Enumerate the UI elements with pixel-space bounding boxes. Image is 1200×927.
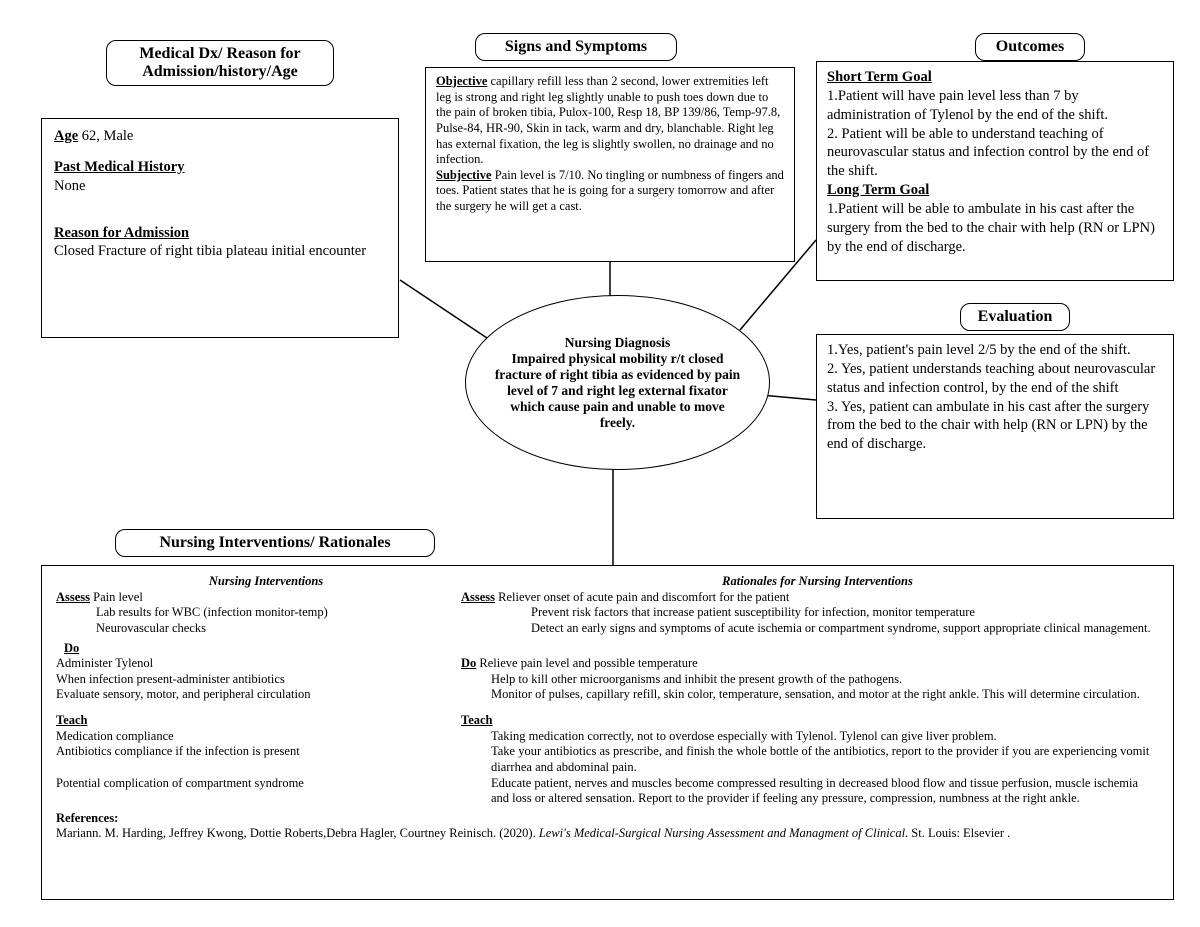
long-term-label: Long Term Goal <box>827 181 1163 200</box>
eval-1: 1.Yes, patient's pain level 2/5 by the e… <box>827 341 1163 360</box>
pmh-value: None <box>54 177 386 196</box>
teach-r2: Take your antibiotics as prescribe, and … <box>461 744 1159 775</box>
do-r2: Help to kill other microorganisms and in… <box>461 672 1159 688</box>
patient-box: Age 62, Male Past Medical History None R… <box>41 118 399 338</box>
header-signs: Signs and Symptoms <box>475 33 677 61</box>
diagnosis-text: Impaired physical mobility r/t closed fr… <box>494 351 741 431</box>
header-outcomes: Outcomes <box>975 33 1085 61</box>
assess-i1: Pain level <box>90 590 143 604</box>
interventions-box: Nursing Interventions Rationales for Nur… <box>41 565 1174 900</box>
signs-box: Objective capillary refill less than 2 s… <box>425 67 795 262</box>
references-label: References: <box>56 811 1159 827</box>
teach-i1: Medication compliance <box>56 729 461 745</box>
assess-r3: Detect an early signs and symptoms of ac… <box>501 621 1159 637</box>
short-term-2: 2. Patient will be able to understand te… <box>827 125 1163 182</box>
interventions-col-title: Nursing Interventions <box>56 574 476 590</box>
eval-3: 3. Yes, patient can ambulate in his cast… <box>827 398 1163 455</box>
header-evaluation: Evaluation <box>960 303 1070 331</box>
subjective-label: Subjective <box>436 168 492 182</box>
rationales-col-title: Rationales for Nursing Interventions <box>476 574 1159 590</box>
teach-i3: Potential complication of compartment sy… <box>56 776 461 807</box>
assess-i2: Lab results for WBC (infection monitor-t… <box>56 605 501 621</box>
do-r3: Monitor of pulses, capillary refill, ski… <box>461 687 1159 703</box>
age-value: 62, Male <box>78 128 133 144</box>
assess-i3: Neurovascular checks <box>56 621 501 637</box>
pmh-label: Past Medical History <box>54 158 386 177</box>
long-term-1: 1.Patient will be able to ambulate in hi… <box>827 200 1163 257</box>
nursing-diagnosis-ellipse: Nursing Diagnosis Impaired physical mobi… <box>465 295 770 470</box>
objective-label: Objective <box>436 74 487 88</box>
assess-label: Assess <box>56 590 90 604</box>
do-r1: Relieve pain level and possible temperat… <box>476 656 697 670</box>
teach-r1: Taking medication correctly, not to over… <box>461 729 1159 745</box>
do-i3: Evaluate sensory, motor, and peripheral … <box>56 687 461 703</box>
header-medical: Medical Dx/ Reason for Admission/history… <box>106 40 334 86</box>
evaluation-box: 1.Yes, patient's pain level 2/5 by the e… <box>816 334 1174 519</box>
reason-value: Closed Fracture of right tibia plateau i… <box>54 242 386 261</box>
assess-r1: Reliever onset of acute pain and discomf… <box>495 590 789 604</box>
eval-2: 2. Yes, patient understands teaching abo… <box>827 360 1163 398</box>
teach-i2: Antibiotics compliance if the infection … <box>56 744 461 775</box>
teach-label: Teach <box>56 713 461 729</box>
do-i2: When infection present-administer antibi… <box>56 672 461 688</box>
age-label: Age <box>54 128 78 144</box>
header-interventions: Nursing Interventions/ Rationales <box>115 529 435 557</box>
teach-r3: Educate patient, nerves and muscles beco… <box>461 776 1159 807</box>
do-label: Do <box>56 641 1159 657</box>
assess-r-label: Assess <box>461 590 495 604</box>
short-term-1: 1.Patient will have pain level less than… <box>827 87 1163 125</box>
references-text: Mariann. M. Harding, Jeffrey Kwong, Dott… <box>56 826 1159 842</box>
do-i1: Administer Tylenol <box>56 656 461 672</box>
outcomes-box: Short Term Goal 1.Patient will have pain… <box>816 61 1174 281</box>
teach-r-label: Teach <box>461 713 1159 729</box>
diagnosis-title: Nursing Diagnosis <box>494 335 741 351</box>
reason-label: Reason for Admission <box>54 224 386 243</box>
assess-r2: Prevent risk factors that increase patie… <box>501 605 1159 621</box>
objective-text: capillary refill less than 2 second, low… <box>436 74 780 166</box>
short-term-label: Short Term Goal <box>827 68 1163 87</box>
do-r-label: Do <box>461 656 476 670</box>
